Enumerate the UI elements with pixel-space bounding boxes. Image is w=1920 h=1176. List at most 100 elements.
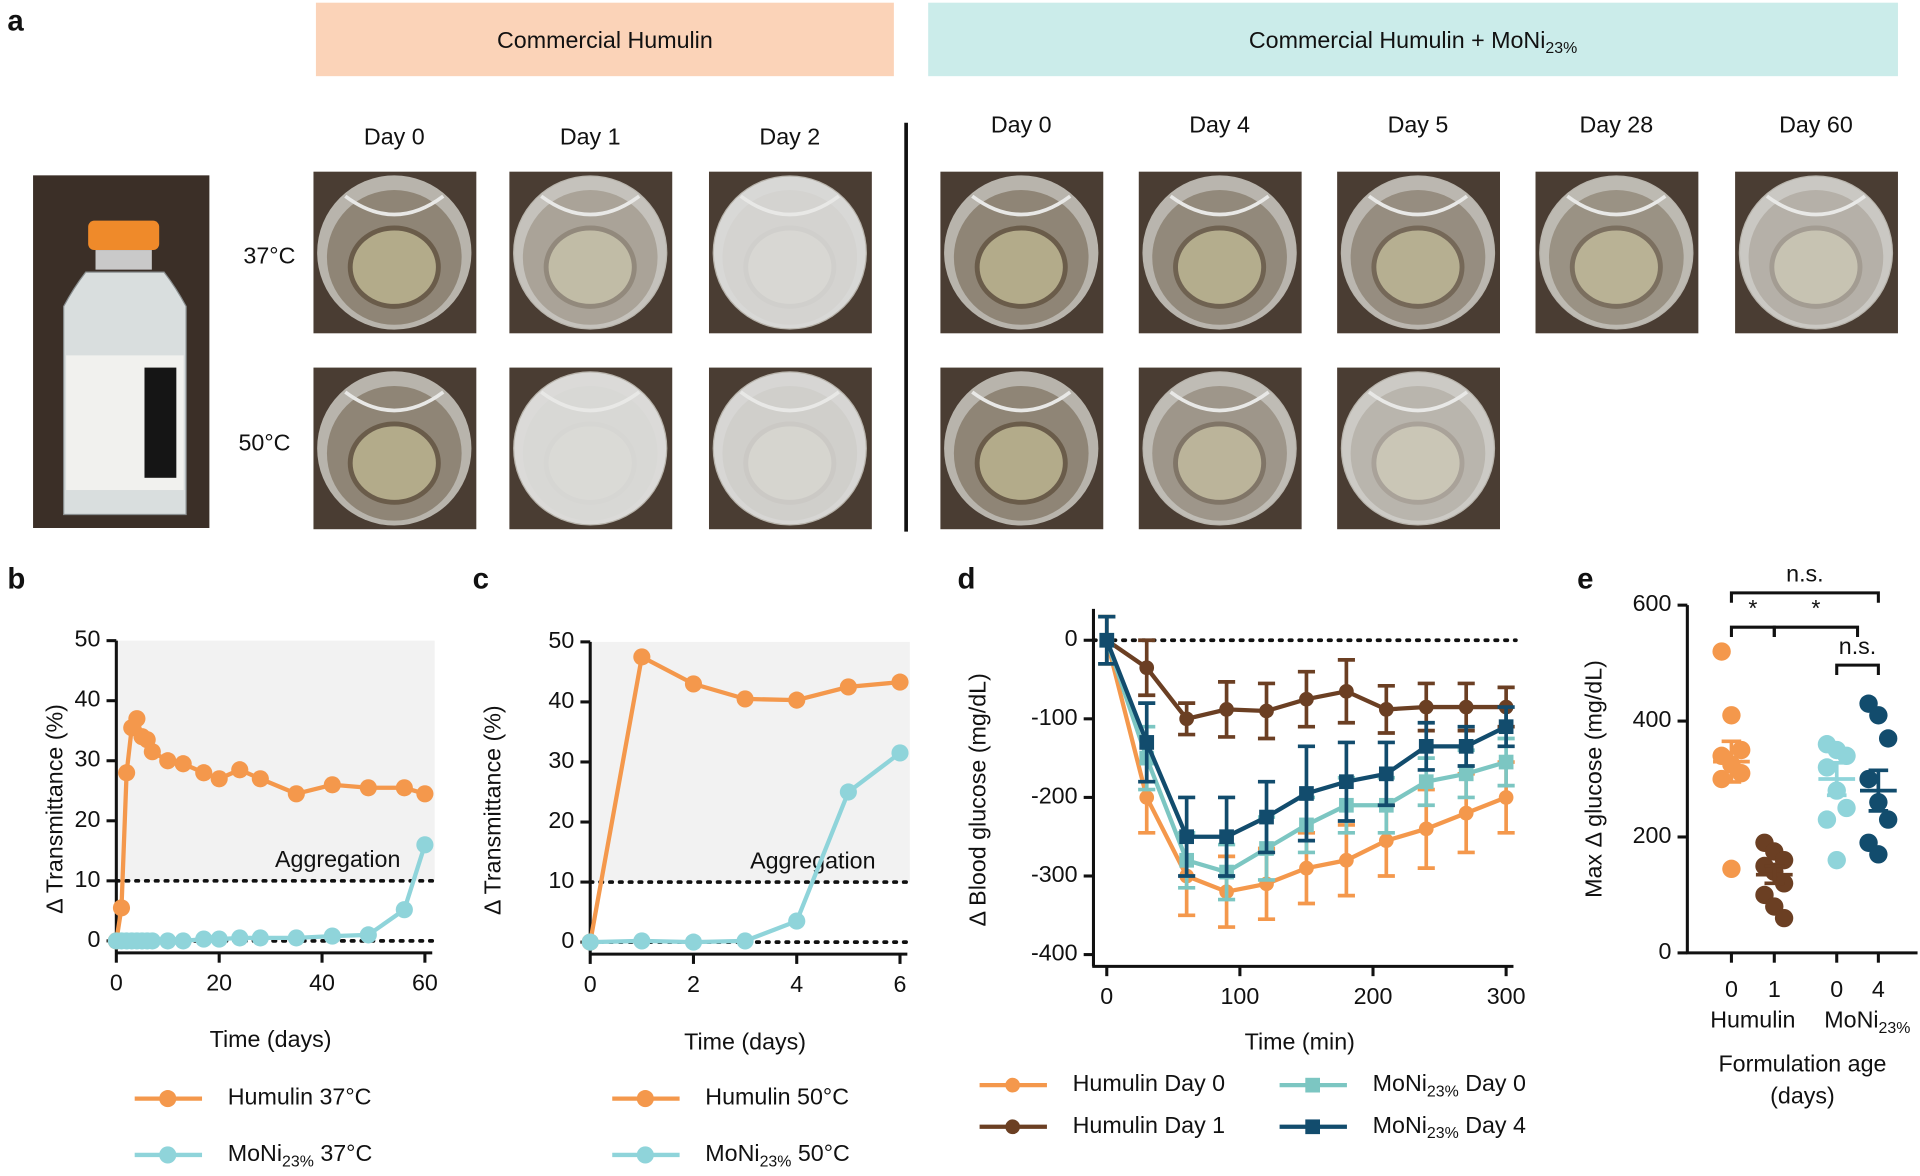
marker (416, 836, 434, 854)
day-label: Day 60 (1779, 112, 1853, 138)
y-tick-label: 10 (75, 866, 101, 892)
y-tick-label: 600 (1633, 590, 1672, 616)
legend-marker (1305, 1077, 1320, 1093)
data-point (1817, 810, 1837, 829)
vial-top-photo (1735, 171, 1898, 334)
cloudiness (713, 372, 866, 525)
y-axis-label: Δ Transmittance (%) (41, 704, 67, 914)
marker (1299, 786, 1314, 801)
cloudiness (514, 372, 667, 525)
significance-bracket (1772, 625, 1860, 637)
marker (1179, 829, 1194, 845)
x-axis-label: Time (min) (1245, 1029, 1355, 1055)
day-label: Day 1 (560, 124, 621, 150)
temperature-label: 37°C (243, 243, 295, 269)
data-point (1732, 764, 1751, 783)
marker (1458, 766, 1474, 782)
cloudiness (945, 372, 1097, 524)
cloudiness (318, 372, 470, 524)
y-tick-label: 30 (75, 746, 101, 772)
data-point (1712, 642, 1731, 661)
marker (143, 932, 161, 950)
cloudiness (318, 177, 470, 329)
x-tick-label: 4 (790, 971, 803, 997)
header-bar (928, 2, 1898, 77)
sem-bar (1764, 864, 1785, 886)
data-point (1827, 850, 1846, 870)
marker (251, 770, 269, 788)
marker (1498, 790, 1514, 805)
marker (1498, 719, 1514, 735)
marker (210, 930, 228, 948)
x-axis-label: Time (days) (210, 1026, 332, 1052)
sem-bar (1721, 739, 1742, 784)
meniscus (1169, 390, 1270, 413)
y-axis-label: Max Δ glucose (mg/dL) (1581, 660, 1607, 898)
data-point (1859, 769, 1878, 789)
x-tick-label: 6 (894, 971, 907, 997)
legend-marker (1305, 1119, 1320, 1135)
data-point (1722, 859, 1741, 879)
significance-label: n.s. (1786, 561, 1823, 587)
data-point (1722, 706, 1741, 725)
panel-label: d (958, 562, 976, 595)
marker (128, 710, 146, 728)
panel-label: b (7, 562, 25, 595)
marker (1139, 660, 1155, 676)
marker (1139, 735, 1155, 750)
vial-top-photo (509, 367, 673, 530)
y-axis-label: Δ Transmittance (%) (480, 705, 506, 915)
marker (633, 932, 651, 950)
y-tick-label: 10 (548, 867, 574, 893)
x-axis-label: Formulation age (1718, 1051, 1886, 1077)
marker (736, 690, 754, 708)
meniscus (1566, 194, 1667, 217)
legend-marker (1005, 1077, 1020, 1093)
marker (581, 933, 599, 951)
panel-label: c (473, 562, 489, 595)
annotation: Aggregation (275, 846, 400, 872)
y-tick-label: 20 (548, 807, 574, 833)
vial-inner (1173, 225, 1267, 309)
marker (891, 744, 909, 762)
vial-inner (347, 225, 441, 309)
x-tick-label: 200 (1354, 983, 1393, 1009)
day-label: Day 0 (364, 124, 425, 150)
vial-top-photo (940, 367, 1104, 530)
x-tick-label: 20 (206, 970, 232, 996)
marker (1378, 833, 1394, 848)
marker (1418, 699, 1434, 715)
meniscus (971, 390, 1072, 413)
marker (1259, 703, 1274, 719)
y-tick-label: 40 (75, 686, 101, 712)
marker (633, 648, 651, 666)
y-tick-label: 40 (548, 687, 574, 713)
panel-label: e (1577, 562, 1593, 595)
legend-label: MoNi23% 50°C (705, 1140, 850, 1170)
marker (287, 929, 305, 947)
y-tick-label: 30 (548, 747, 574, 773)
x-axis-label: Time (days) (684, 1029, 806, 1055)
marker (1299, 691, 1314, 707)
cloudiness (1740, 176, 1892, 329)
marker (1339, 852, 1354, 868)
marker (323, 776, 341, 794)
vial-top-photo (708, 367, 872, 530)
data-point (1712, 769, 1731, 789)
temperature-label: 50°C (239, 430, 291, 456)
marker (1179, 711, 1194, 727)
marker (839, 783, 857, 801)
y-tick-label: -200 (1031, 783, 1078, 809)
vial-inner (1173, 421, 1267, 505)
meniscus (971, 194, 1072, 217)
vial-top-photo (1138, 171, 1302, 334)
meniscus (739, 390, 840, 413)
x-tick-label: 40 (309, 970, 335, 996)
vial-top-photo (1337, 367, 1500, 530)
y-axis-label: Δ Blood glucose (mg/dL) (965, 673, 991, 926)
meniscus (1367, 194, 1469, 217)
y-tick-label: 50 (548, 627, 574, 653)
significance-bracket (1729, 625, 1776, 637)
meniscus (739, 194, 840, 217)
meniscus (1765, 194, 1866, 217)
